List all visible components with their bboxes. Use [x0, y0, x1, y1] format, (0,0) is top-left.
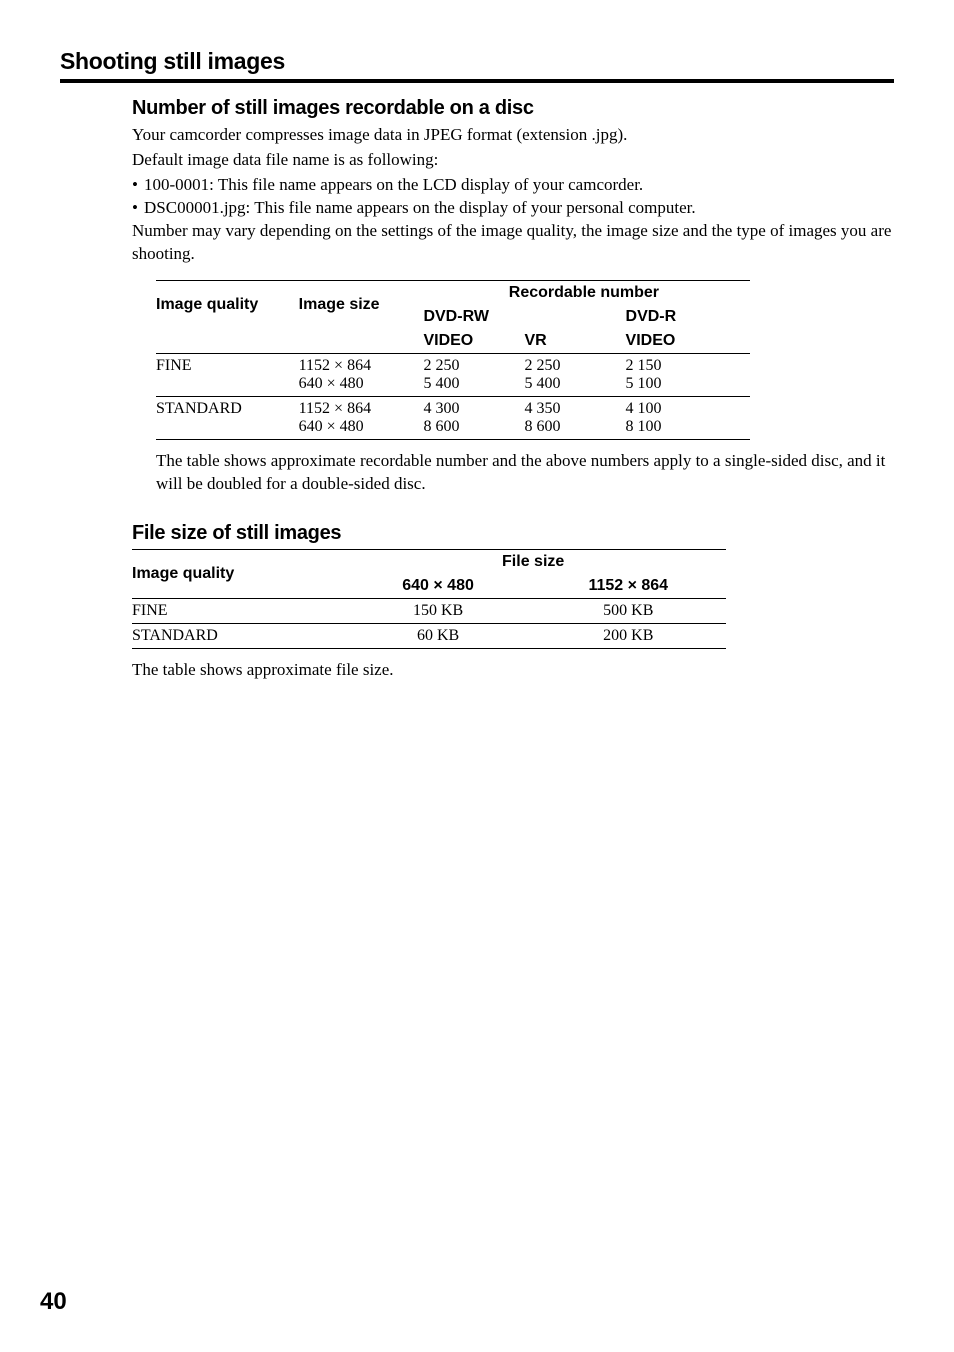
section1-bullet2: • DSC00001.jpg: This file name appears o… — [132, 197, 894, 220]
cell-a: 60 KB — [346, 623, 536, 648]
section1-para3: Number may vary depending on the setting… — [132, 220, 894, 266]
section1-para1: Your camcorder compresses image data in … — [132, 124, 894, 147]
hdr-recordable-number: Recordable number — [423, 280, 750, 305]
bullet-icon: • — [132, 174, 144, 197]
cell-qual: FINE — [132, 598, 346, 623]
cell-qual: STANDARD — [132, 623, 346, 648]
cell-v1: 4 300 8 600 — [423, 396, 524, 439]
section1-title: Number of still images recordable on a d… — [132, 97, 894, 120]
bullet1-text: 100-0001: This file name appears on the … — [144, 174, 643, 197]
hdr-image-size: Image size — [299, 280, 424, 329]
section1-caption: The table shows approximate recordable n… — [132, 450, 894, 496]
table-row: FINE 150 KB 500 KB — [132, 598, 726, 623]
bullet-icon: • — [132, 197, 144, 220]
section1-para2: Default image data file name is as follo… — [132, 149, 894, 172]
hdr-file-size: File size — [346, 549, 726, 574]
cell-v3: 2 150 5 100 — [626, 353, 751, 396]
cell-a: 150 KB — [346, 598, 536, 623]
hdr-image-quality-2: Image quality — [132, 549, 346, 598]
section1-bullet1: • 100-0001: This file name appears on th… — [132, 174, 894, 197]
recordable-table-wrapper: Image quality Image size Recordable numb… — [132, 280, 894, 440]
section2-title: File size of still images — [132, 522, 894, 545]
section2-caption: The table shows approximate file size. — [132, 659, 894, 682]
cell-v3: 4 100 8 100 — [626, 396, 751, 439]
filesize-table-wrapper: Image quality File size 640 × 480 1152 ×… — [132, 549, 894, 649]
recordable-table: Image quality Image size Recordable numb… — [156, 280, 750, 440]
bullet2-text: DSC00001.jpg: This file name appears on … — [144, 197, 696, 220]
cell-v1: 2 250 5 400 — [423, 353, 524, 396]
filesize-table: Image quality File size 640 × 480 1152 ×… — [132, 549, 726, 649]
cell-qual: STANDARD — [156, 396, 299, 439]
cell-b: 200 KB — [536, 623, 726, 648]
hdr-vr: VR — [524, 329, 625, 354]
hdr-1152: 1152 × 864 — [536, 574, 726, 599]
content-block: Number of still images recordable on a d… — [60, 97, 894, 681]
cell-sizes: 1152 × 864 640 × 480 — [299, 396, 424, 439]
hdr-dvdrw: DVD-RW — [423, 305, 625, 329]
cell-v2: 4 350 8 600 — [524, 396, 625, 439]
table-row: STANDARD 60 KB 200 KB — [132, 623, 726, 648]
hdr-video-1: VIDEO — [423, 329, 524, 354]
hdr-640: 640 × 480 — [346, 574, 536, 599]
hdr-dvdr: DVD-R — [626, 305, 751, 329]
hdr-video-2: VIDEO — [626, 329, 751, 354]
heading-rule — [60, 79, 894, 83]
cell-qual: FINE — [156, 353, 299, 396]
cell-v2: 2 250 5 400 — [524, 353, 625, 396]
page-heading: Shooting still images — [60, 48, 894, 75]
cell-sizes: 1152 × 864 640 × 480 — [299, 353, 424, 396]
page-number: 40 — [40, 1288, 67, 1316]
table-row: STANDARD 1152 × 864 640 × 480 4 300 8 60… — [156, 396, 750, 439]
hdr-image-quality: Image quality — [156, 280, 299, 329]
table-row: FINE 1152 × 864 640 × 480 2 250 5 400 2 … — [156, 353, 750, 396]
cell-b: 500 KB — [536, 598, 726, 623]
